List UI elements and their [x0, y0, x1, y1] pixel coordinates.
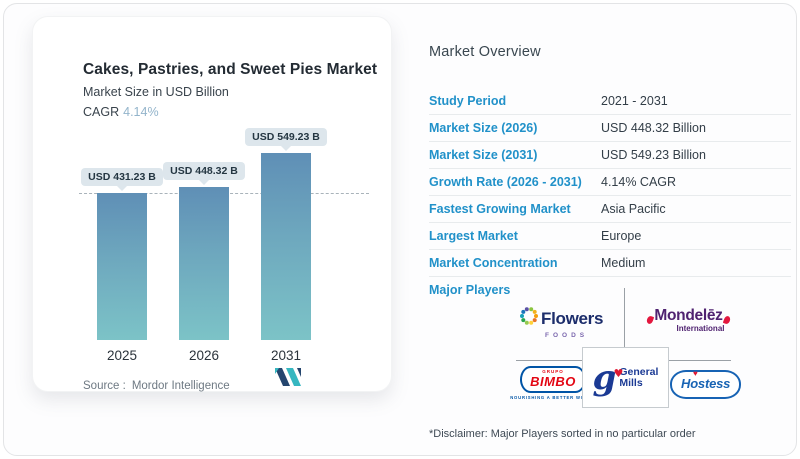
table-row-market-concentration: Market Concentration Medium [429, 250, 791, 277]
flowers-foods-logo: Flowers FOODS [519, 306, 624, 339]
row-label: Largest Market [429, 229, 518, 243]
cagr-label: CAGR [83, 105, 120, 119]
table-row-fastest-growing-market: Fastest Growing Market Asia Pacific [429, 196, 791, 223]
bar-category-label: 2025 [106, 348, 138, 363]
row-label: Growth Rate (2026 - 2031) [429, 175, 582, 189]
source-name: Mordor Intelligence [131, 380, 230, 392]
bimbo-tagline: NOURISHING A BETTER WORLD [510, 395, 596, 400]
chip-pointer-icon [281, 146, 291, 151]
row-value: Europe [601, 229, 642, 243]
general-mills-monogram: g ♥ [592, 357, 624, 398]
general-mills-logo: g ♥ General Mills [582, 347, 669, 408]
table-row-largest-market: Largest Market Europe [429, 223, 791, 250]
bar-2026 [179, 187, 229, 340]
bimbo-blob: GRUPO BIMBO [520, 366, 586, 393]
bar-group-2026: USD 448.32 B 2026 [163, 162, 245, 366]
row-value: USD 549.23 Billion [601, 148, 706, 162]
general-mills-wordmark: General Mills [619, 365, 659, 389]
bimbo-grupo-text: GRUPO [542, 369, 564, 374]
row-label: Study Period [429, 94, 507, 108]
overview-table: Study Period 2021 - 2031 Market Size (20… [429, 88, 791, 277]
chip-pointer-icon [199, 180, 209, 185]
table-row-market-size-2031: Market Size (2031) USD 549.23 Billion [429, 142, 791, 169]
hostess-wordmark: Hostess [681, 376, 731, 391]
major-players-label: Major Players [429, 283, 511, 297]
bar-value-chip: USD 431.23 B [81, 168, 163, 186]
bar-value-chip: USD 448.32 B [163, 162, 245, 180]
table-row-growth-rate: Growth Rate (2026 - 2031) 4.14% CAGR [429, 169, 791, 196]
bimbo-wordmark: BIMBO [530, 374, 576, 389]
source-label: Source : [83, 380, 126, 392]
market-overview-panel: Market Overview Study Period 2021 - 2031… [419, 4, 796, 455]
row-label: Market Size (2031) [429, 148, 538, 162]
source-attribution: Source : Mordor Intelligence [83, 380, 343, 392]
flower-icon [519, 306, 539, 331]
bar-2025 [97, 193, 147, 340]
chart-title: Cakes, Pastries, and Sweet Pies Market [83, 61, 378, 78]
bar-group-2031: USD 549.23 B 2031 [245, 128, 327, 366]
chart-cagr: CAGR 4.14% [83, 105, 159, 119]
row-label: Fastest Growing Market [429, 202, 571, 216]
chip-pointer-icon [117, 186, 127, 191]
bar-category-label: 2026 [188, 348, 220, 363]
flowers-foods-sub: FOODS [545, 332, 589, 339]
grupo-bimbo-logo: GRUPO BIMBO NOURISHING A BETTER WORLD [510, 366, 596, 400]
bar-2031 [261, 153, 311, 340]
row-value: 2021 - 2031 [601, 94, 668, 108]
row-label: Market Concentration [429, 256, 558, 270]
flowers-wordmark: Flowers [541, 308, 604, 328]
hostess-logo: ♥ Hostess [670, 369, 742, 399]
row-value: Asia Pacific [601, 202, 666, 216]
cagr-value: 4.14% [123, 105, 159, 119]
mondelez-wordmark: Mondelēz [654, 307, 723, 324]
bar-chart: USD 431.23 B 2025 USD 448.32 B 2026 USD … [81, 126, 327, 366]
mondelez-international: International [676, 324, 725, 333]
disclaimer-text: *Disclaimer: Major Players sorted in no … [429, 428, 696, 440]
bar-group-2025: USD 431.23 B 2025 [81, 168, 163, 366]
row-value: Medium [601, 256, 646, 270]
infographic-frame: Cakes, Pastries, and Sweet Pies Market M… [3, 3, 797, 456]
hostess-pill: ♥ Hostess [670, 369, 742, 399]
row-value: 4.14% CAGR [601, 175, 677, 189]
heart-icon: ♥ [693, 369, 698, 378]
market-chart-card: Cakes, Pastries, and Sweet Pies Market M… [32, 16, 392, 392]
overview-title: Market Overview [429, 44, 541, 60]
mordor-intelligence-logo-icon [275, 368, 301, 391]
bar-category-label: 2031 [270, 348, 302, 363]
mondelez-logo: Mondelēz International [636, 307, 741, 333]
heart-icon: ♥ [613, 366, 624, 380]
table-row-study-period: Study Period 2021 - 2031 [429, 88, 791, 115]
table-row-market-size-2026: Market Size (2026) USD 448.32 Billion [429, 115, 791, 142]
bar-value-chip: USD 549.23 B [245, 128, 327, 146]
chart-subtitle: Market Size in USD Billion [83, 85, 229, 99]
row-value: USD 448.32 Billion [601, 121, 706, 135]
row-label: Market Size (2026) [429, 121, 538, 135]
players-vertical-divider [624, 288, 625, 347]
